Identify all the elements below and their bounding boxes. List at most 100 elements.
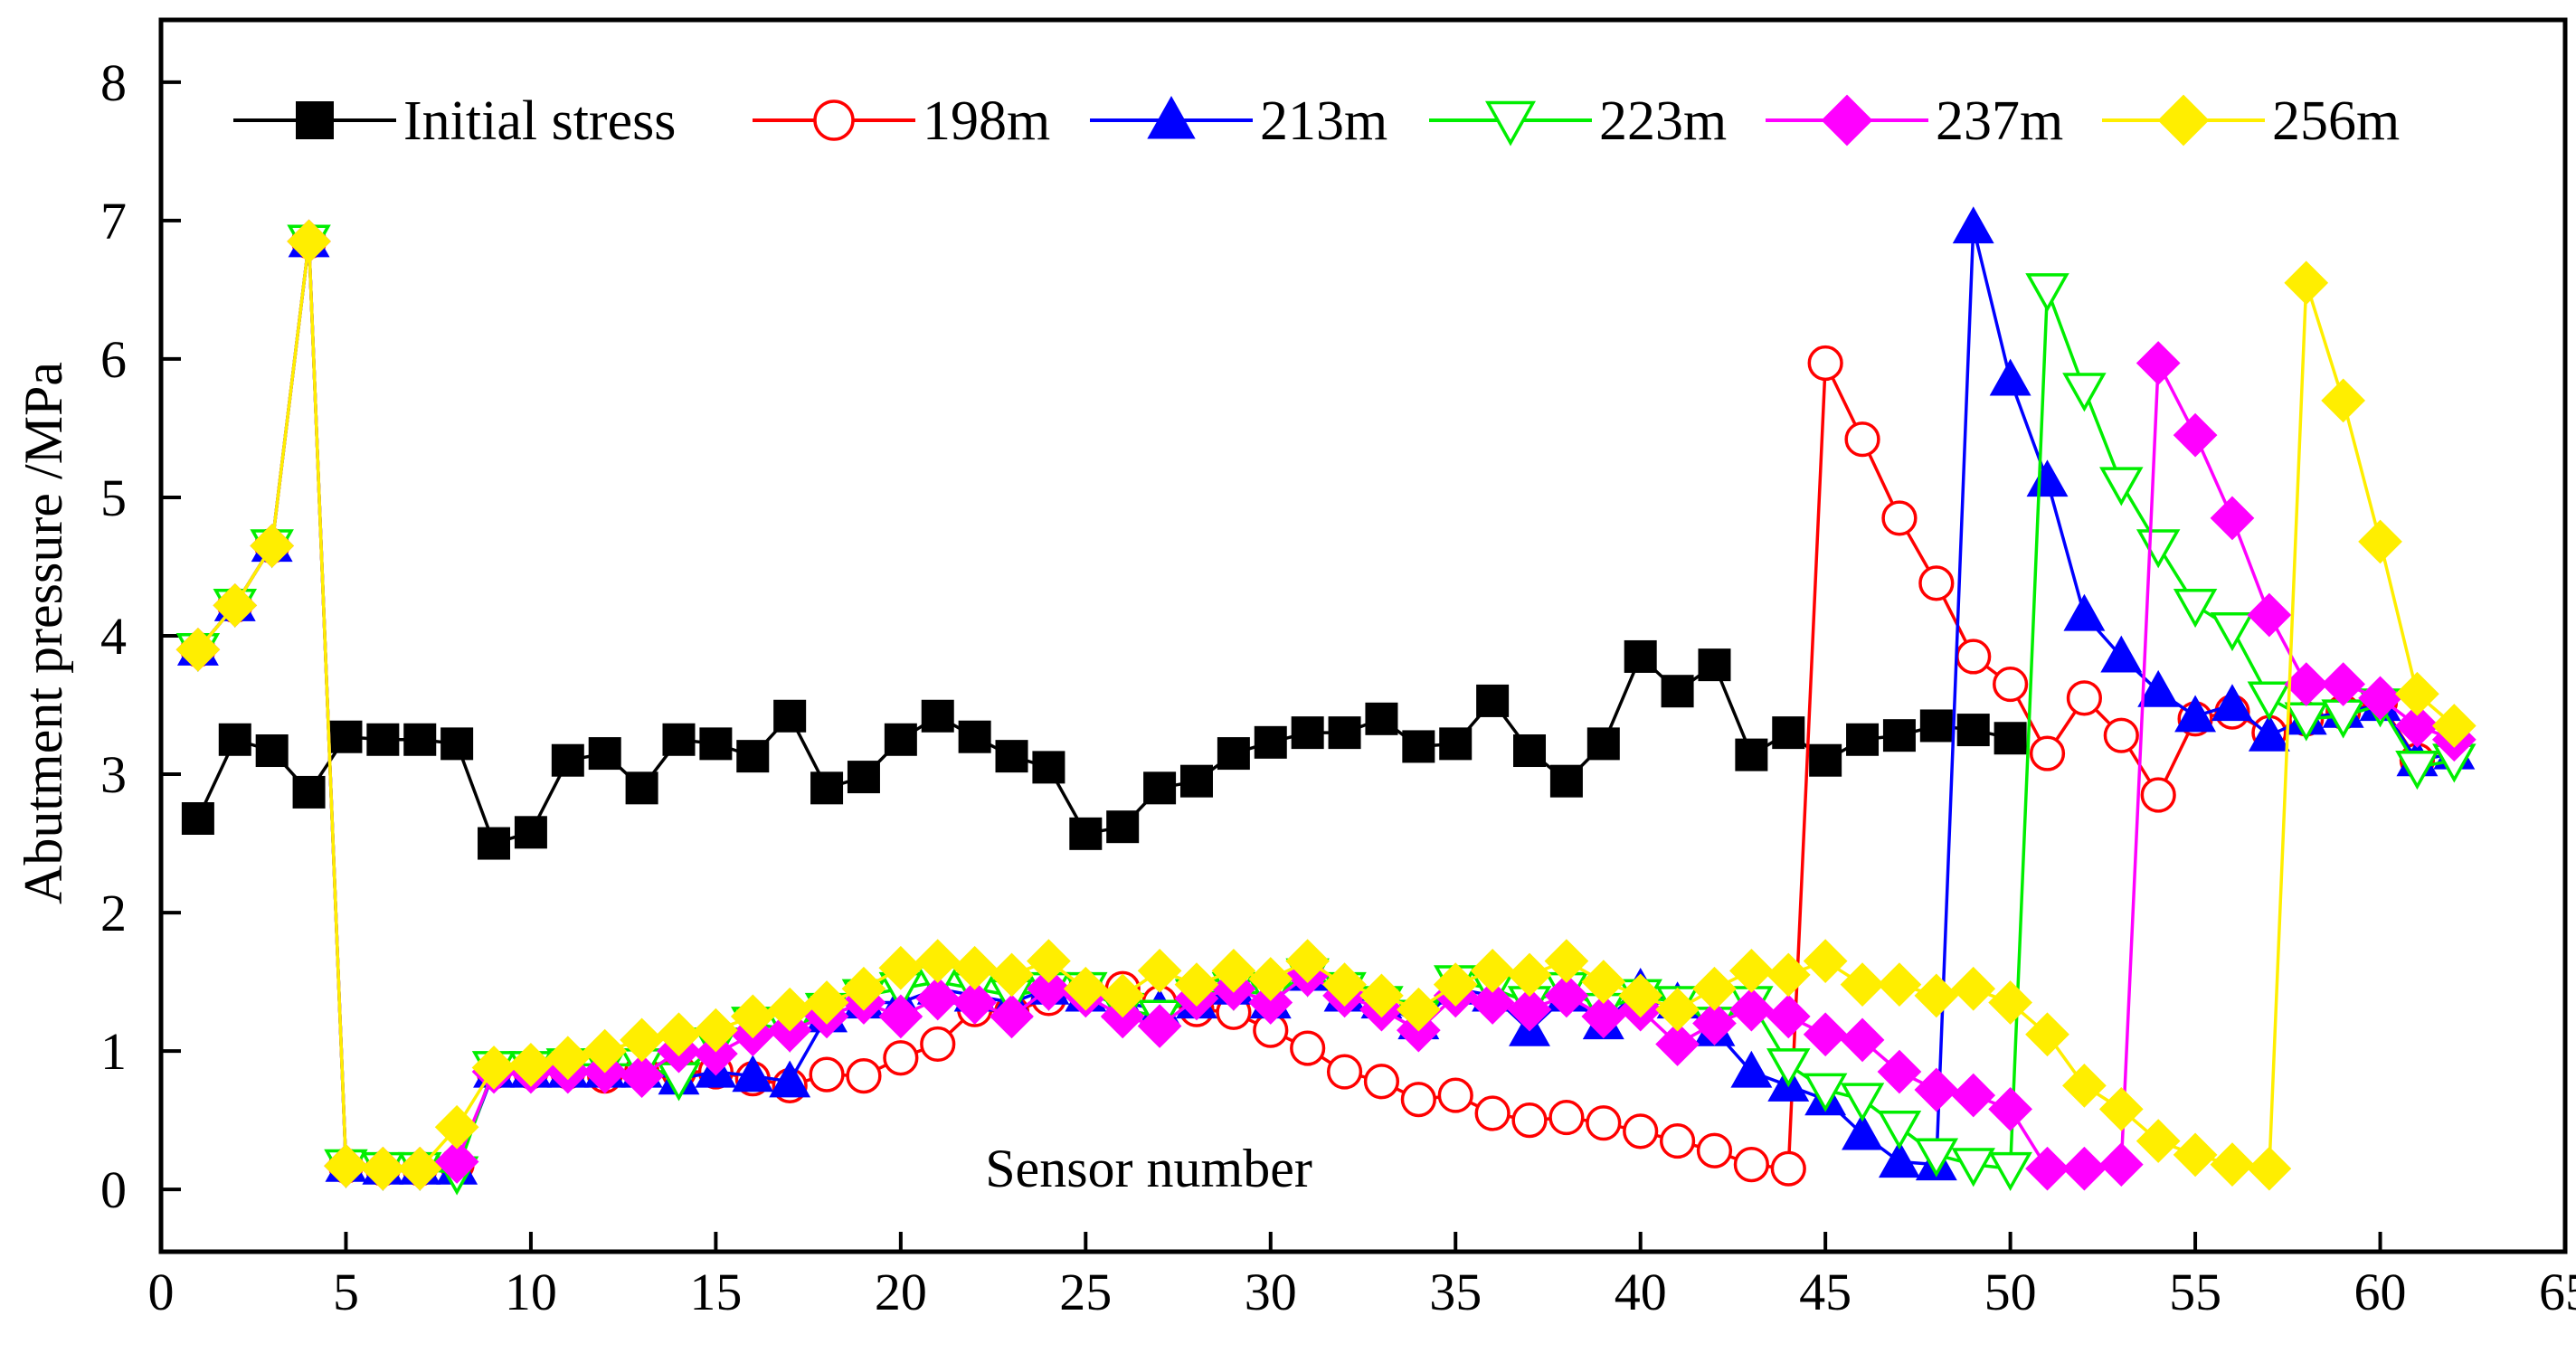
data-point bbox=[810, 1058, 843, 1091]
data-point bbox=[2063, 1064, 2105, 1106]
series-layer bbox=[177, 208, 2475, 1192]
data-point bbox=[1587, 1107, 1620, 1140]
data-point bbox=[590, 738, 620, 769]
data-point bbox=[2063, 1148, 2105, 1189]
data-point bbox=[663, 724, 694, 755]
x-tick-label: 20 bbox=[875, 1263, 927, 1321]
data-point bbox=[1883, 502, 1916, 535]
data-point bbox=[2250, 683, 2289, 717]
legend-item: 223m bbox=[1429, 90, 1727, 152]
data-point bbox=[1916, 1069, 1957, 1111]
y-tick-label: 1 bbox=[100, 1022, 127, 1081]
data-point bbox=[1847, 724, 1878, 755]
data-point bbox=[2139, 531, 2178, 565]
data-point bbox=[2028, 461, 2067, 496]
legend-item: 198m bbox=[753, 90, 1050, 152]
data-point bbox=[627, 772, 658, 803]
legend-item: Initial stress bbox=[233, 90, 676, 152]
x-tick-label: 45 bbox=[1799, 1263, 1852, 1321]
legend-marker bbox=[1149, 98, 1194, 138]
data-point bbox=[2323, 380, 2364, 421]
data-point bbox=[1699, 649, 1729, 680]
data-point bbox=[1330, 717, 1360, 748]
data-point bbox=[257, 735, 288, 766]
data-point bbox=[1991, 361, 2030, 395]
data-point bbox=[1767, 954, 1809, 996]
y-tick-label: 2 bbox=[100, 884, 127, 942]
series-213m bbox=[179, 208, 2474, 1183]
series-line bbox=[198, 241, 2454, 1168]
data-point bbox=[991, 996, 1033, 1037]
data-point bbox=[1144, 772, 1175, 803]
data-point bbox=[1767, 996, 1809, 1037]
legend-label: 198m bbox=[923, 90, 1050, 152]
data-point bbox=[220, 724, 251, 755]
data-point bbox=[1625, 641, 1656, 672]
x-tick-label: 55 bbox=[2169, 1263, 2221, 1321]
data-point bbox=[1958, 714, 1989, 745]
data-point bbox=[1990, 1088, 2031, 1130]
y-axis-title: Abutment pressure /MPa bbox=[14, 362, 73, 904]
data-point bbox=[1694, 968, 1736, 1009]
legend-label: 256m bbox=[2272, 90, 2400, 152]
y-tick-label: 3 bbox=[100, 745, 127, 804]
legend-marker bbox=[815, 101, 853, 139]
data-point bbox=[1916, 975, 1957, 1017]
data-point bbox=[1879, 964, 1920, 1006]
legend-label: 237m bbox=[1936, 90, 2063, 152]
data-point bbox=[1991, 1154, 2030, 1188]
x-tick-label: 40 bbox=[1615, 1263, 1667, 1321]
data-point bbox=[1624, 1115, 1657, 1148]
data-point bbox=[2360, 521, 2401, 563]
data-point bbox=[1880, 1112, 1919, 1147]
data-point bbox=[2211, 497, 2253, 539]
data-point bbox=[2100, 1144, 2142, 1186]
data-point bbox=[2249, 594, 2290, 636]
data-point bbox=[774, 701, 805, 732]
data-point bbox=[2174, 1134, 2216, 1176]
data-point bbox=[1366, 1065, 1398, 1098]
series-line bbox=[198, 228, 2454, 1169]
data-point bbox=[2174, 414, 2216, 456]
data-point bbox=[1879, 1051, 1920, 1093]
legend-item: 237m bbox=[1766, 90, 2063, 152]
data-point bbox=[2031, 737, 2064, 770]
data-point bbox=[2105, 719, 2137, 752]
data-point bbox=[1476, 1097, 1509, 1130]
data-point bbox=[2176, 591, 2215, 625]
data-point bbox=[1514, 735, 1545, 766]
legend-label: Initial stress bbox=[403, 90, 676, 152]
data-point bbox=[1957, 640, 1990, 673]
data-point bbox=[1843, 1084, 1882, 1119]
data-point bbox=[2249, 1148, 2290, 1189]
data-point bbox=[1293, 717, 1323, 748]
data-point bbox=[886, 724, 916, 755]
data-point bbox=[848, 1060, 880, 1093]
data-point bbox=[404, 724, 435, 755]
series-initial-stress bbox=[183, 641, 2026, 859]
data-point bbox=[1921, 710, 1952, 741]
data-point bbox=[2027, 1148, 2069, 1189]
data-point bbox=[1773, 717, 1804, 748]
data-point bbox=[2137, 343, 2179, 384]
y-tick-label: 5 bbox=[100, 468, 127, 527]
data-point bbox=[1953, 968, 1994, 1009]
series-line bbox=[198, 241, 2454, 1168]
data-point bbox=[1809, 347, 1842, 380]
data-point bbox=[2028, 275, 2067, 309]
data-point bbox=[2323, 664, 2364, 705]
data-point bbox=[1662, 676, 1693, 706]
data-point bbox=[1403, 731, 1434, 762]
data-point bbox=[2211, 1144, 2253, 1186]
data-point bbox=[1440, 728, 1471, 759]
x-tick-label: 60 bbox=[2354, 1263, 2407, 1321]
x-axis-title: Sensor number bbox=[985, 1139, 1312, 1198]
data-point bbox=[1218, 738, 1249, 769]
x-tick-label: 25 bbox=[1059, 1263, 1112, 1321]
data-point bbox=[2065, 596, 2104, 630]
data-point bbox=[367, 724, 398, 755]
x-tick-label: 35 bbox=[1429, 1263, 1482, 1321]
series-237m bbox=[177, 221, 2475, 1189]
